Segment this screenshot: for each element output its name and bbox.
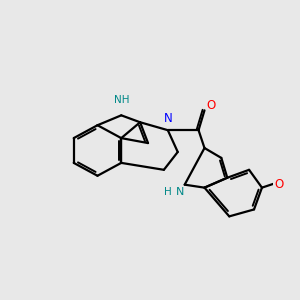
Text: N: N (176, 187, 184, 196)
Text: NH: NH (113, 95, 129, 106)
Text: O: O (207, 99, 216, 112)
Text: N: N (164, 112, 172, 125)
Text: O: O (274, 178, 283, 191)
Text: H: H (164, 187, 172, 196)
